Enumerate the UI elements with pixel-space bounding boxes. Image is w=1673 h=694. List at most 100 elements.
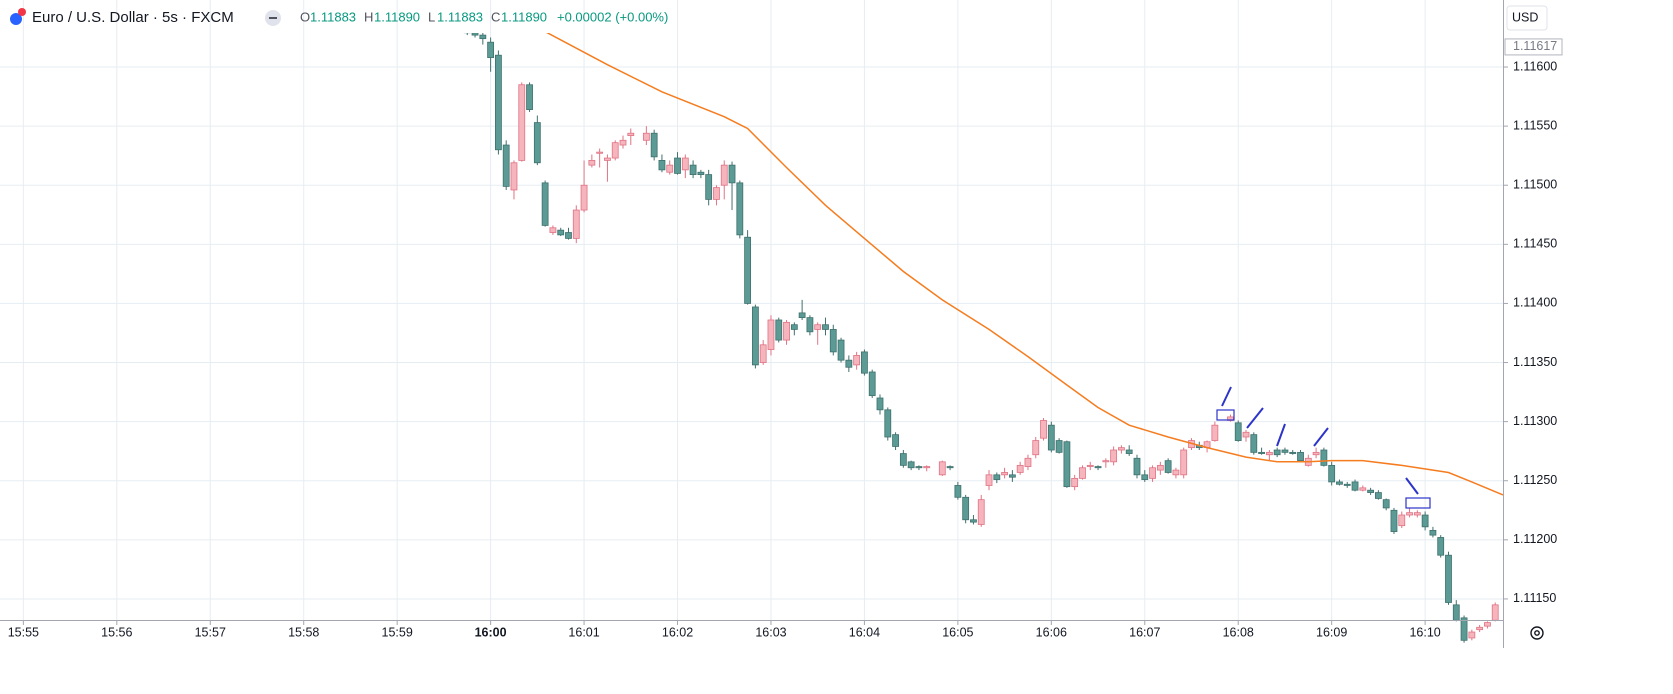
x-tick-label: 16:04: [849, 625, 880, 639]
settings-icon: [1534, 630, 1540, 636]
candle-body: [1102, 460, 1110, 463]
candle-body: [1351, 481, 1359, 491]
candle-body: [441, 27, 447, 29]
candle-body: [915, 466, 923, 469]
y-tick-label: 1.11600: [1513, 59, 1557, 73]
candle-body: [1110, 449, 1118, 463]
candle-body: [1016, 464, 1024, 473]
candle-body: [884, 409, 892, 438]
candle-body: [907, 461, 915, 469]
candle-body: [463, 33, 471, 34]
candle-body: [1367, 489, 1375, 493]
candle-body: [1001, 472, 1008, 476]
x-tick-label: 16:10: [1409, 625, 1440, 639]
candle-body: [1273, 449, 1281, 456]
annotation-line: [1276, 423, 1286, 447]
candle-body: [526, 84, 533, 110]
y-tick-label: 1.11200: [1513, 532, 1557, 546]
x-tick-label: 15:59: [382, 625, 413, 639]
candle-body: [759, 344, 767, 363]
candle-body: [1328, 464, 1336, 483]
candle-body: [502, 144, 510, 187]
y-tick-label: 1.11550: [1513, 118, 1557, 132]
candle-body: [1406, 512, 1413, 516]
candle-body: [1125, 449, 1133, 454]
candle-body: [518, 84, 526, 161]
y-tick-label: 1.11250: [1513, 473, 1557, 487]
symbol-title[interactable]: Euro / U.S. Dollar · 5s · FXCM: [32, 9, 234, 26]
candle-body: [1211, 424, 1219, 441]
currency[interactable]: USD: [1512, 10, 1538, 24]
candle-body: [410, 26, 416, 27]
candle-body: [798, 312, 806, 319]
x-tick-label: 15:58: [288, 625, 319, 639]
candle-body: [681, 157, 689, 171]
candle-body: [876, 397, 884, 411]
candle-body: [1265, 451, 1273, 456]
x-tick-label: 16:05: [942, 625, 973, 639]
ohlc-value: 1.11883: [310, 9, 356, 24]
candle-body: [837, 339, 845, 361]
ohlc-value: 1.11890: [501, 9, 547, 24]
candle-body: [1164, 460, 1172, 473]
x-tick-label: 15:55: [8, 625, 39, 639]
change: +0.00002 (+0.00%): [557, 9, 668, 24]
x-tick-label: 15:56: [101, 625, 132, 639]
y-tick-label: 1.11450: [1513, 237, 1557, 251]
annotation-line: [1246, 407, 1264, 429]
x-tick-label: 16:03: [755, 625, 786, 639]
ohlc-key: H: [364, 9, 373, 24]
candle-body: [946, 466, 954, 469]
candle-body: [1390, 509, 1398, 532]
annotation-box: [1405, 497, 1431, 509]
candle-body: [611, 142, 619, 159]
candle-body: [1079, 467, 1086, 479]
candle-body: [1047, 424, 1055, 451]
candle-body: [822, 324, 829, 330]
candle-body: [1149, 467, 1156, 479]
ohlc-key: L: [428, 9, 435, 24]
candle-body: [456, 28, 462, 30]
candle-body: [713, 187, 720, 200]
candle-body: [767, 319, 775, 350]
candle-body: [751, 306, 759, 366]
candle-body: [642, 132, 650, 141]
candle-body: [1445, 554, 1452, 603]
x-tick-label: 16:06: [1036, 625, 1067, 639]
candle-body: [549, 227, 557, 233]
candle-body: [1234, 422, 1242, 441]
candle-body: [565, 232, 572, 239]
candle-body: [993, 474, 1001, 480]
candle-body: [1063, 441, 1071, 488]
annotation-line: [1313, 427, 1329, 447]
candle-body: [736, 182, 744, 236]
candle-body: [1476, 626, 1484, 631]
price-axis: 1.11150 1.11200 1.11250 1.11300 1.11350 1.114…: [1503, 38, 1563, 605]
candle-body: [557, 229, 565, 236]
candle-body: [1040, 420, 1047, 439]
candle-body: [1024, 457, 1032, 467]
candle-body: [868, 371, 876, 397]
settings-button[interactable]: [1530, 626, 1544, 640]
candle-body: [449, 28, 455, 29]
time-axis: 15:55 15:56 15:57 15:58 15:59 16:00 16:01 16:02…: [8, 620, 1441, 639]
x-tick-label: 16:01: [568, 625, 599, 639]
candle-body: [1141, 474, 1149, 480]
candle-body: [433, 24, 439, 26]
annotation-box: [1216, 409, 1235, 421]
moving-average: [546, 33, 1503, 496]
x-tick-label: 16:02: [662, 625, 693, 639]
candle-body: [977, 499, 985, 525]
x-tick-label: 16:09: [1316, 625, 1347, 639]
candle-body: [853, 355, 861, 366]
currency-button[interactable]: [1506, 5, 1548, 31]
candle-body: [1437, 537, 1445, 556]
candle-body: [720, 164, 728, 186]
candle-body: [899, 453, 907, 466]
annotation-line: [1405, 477, 1419, 495]
candle-body: [471, 33, 479, 36]
candle-body: [541, 182, 549, 226]
candle-body: [806, 317, 814, 333]
